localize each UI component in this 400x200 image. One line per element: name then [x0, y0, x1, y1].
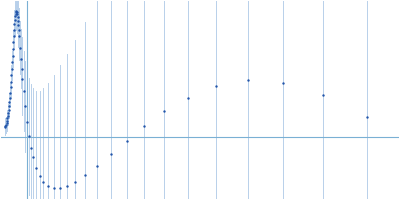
Point — [6, 105, 12, 108]
Point — [40, 180, 47, 184]
Point — [9, 54, 16, 57]
Point — [10, 34, 17, 38]
Point — [12, 18, 18, 21]
Point — [13, 10, 19, 13]
Point — [11, 28, 17, 31]
Point — [3, 123, 9, 126]
Point — [10, 40, 16, 44]
Point — [57, 187, 63, 190]
Point — [94, 164, 100, 168]
Point — [4, 114, 11, 118]
Point — [15, 24, 22, 27]
Point — [12, 15, 18, 18]
Point — [11, 23, 18, 26]
Point — [5, 111, 11, 115]
Point — [5, 108, 12, 111]
Point — [141, 124, 148, 127]
Point — [14, 16, 21, 19]
Point — [123, 139, 130, 142]
Point — [8, 68, 15, 71]
Point — [280, 81, 287, 84]
Point — [320, 93, 326, 97]
Point — [82, 174, 88, 177]
Point — [64, 185, 70, 188]
Point — [8, 80, 14, 83]
Point — [16, 34, 22, 38]
Point — [36, 174, 43, 177]
Point — [18, 68, 25, 71]
Point — [4, 117, 10, 120]
Point — [10, 47, 16, 50]
Point — [19, 77, 26, 81]
Point — [8, 74, 14, 77]
Point — [20, 90, 27, 93]
Point — [2, 124, 8, 127]
Point — [30, 155, 36, 158]
Point — [22, 105, 28, 108]
Point — [28, 146, 34, 150]
Point — [15, 20, 21, 23]
Point — [14, 13, 20, 16]
Point — [24, 121, 30, 124]
Point — [12, 12, 19, 15]
Point — [6, 96, 13, 99]
Point — [4, 119, 10, 123]
Point — [161, 109, 168, 113]
Point — [364, 115, 370, 118]
Point — [213, 84, 219, 87]
Point — [72, 180, 78, 184]
Point — [1, 126, 8, 129]
Point — [17, 46, 23, 49]
Point — [108, 153, 114, 156]
Point — [7, 85, 14, 89]
Point — [9, 61, 15, 64]
Point — [14, 11, 20, 14]
Point — [26, 135, 32, 138]
Point — [33, 166, 40, 169]
Point — [16, 29, 22, 32]
Point — [13, 10, 20, 13]
Point — [6, 100, 12, 103]
Point — [7, 91, 13, 94]
Point — [185, 96, 191, 99]
Point — [51, 187, 57, 190]
Point — [45, 185, 52, 188]
Point — [244, 79, 251, 82]
Point — [18, 57, 24, 60]
Point — [3, 121, 10, 124]
